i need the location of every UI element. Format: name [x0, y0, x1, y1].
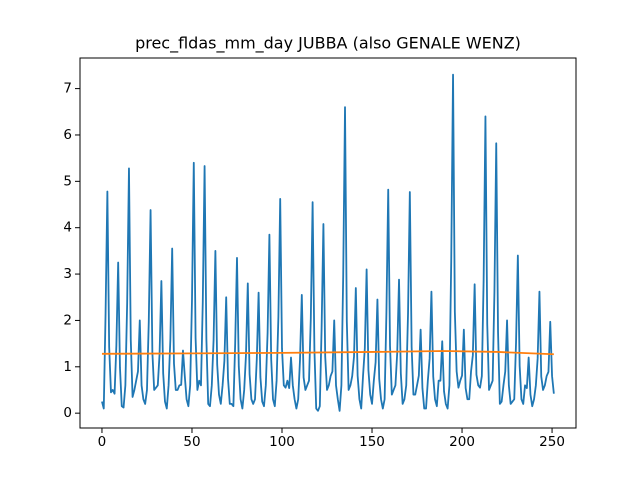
x-tick-label: 100: [269, 434, 295, 450]
y-tick-label: 6: [63, 127, 72, 143]
x-tick-label: 0: [98, 434, 107, 450]
y-tick-label: 4: [63, 220, 72, 236]
y-tick-label: 5: [63, 173, 72, 189]
y-tick-label: 0: [63, 405, 72, 421]
x-tick-label: 250: [539, 434, 565, 450]
plot-frame: [79, 57, 577, 429]
y-tick-label: 1: [63, 359, 72, 375]
chart-title: prec_fldas_mm_day JUBBA (also GENALE WEN…: [135, 34, 521, 54]
y-tick-label: 7: [63, 81, 72, 97]
line-series: [101, 73, 555, 412]
x-tick-label: 150: [359, 434, 385, 450]
x-tick-label: 200: [449, 434, 475, 450]
y-tick-label: 2: [63, 312, 72, 328]
y-tick-label: 3: [63, 266, 72, 282]
x-tick-label: 50: [183, 434, 200, 450]
line-series: [101, 350, 554, 356]
